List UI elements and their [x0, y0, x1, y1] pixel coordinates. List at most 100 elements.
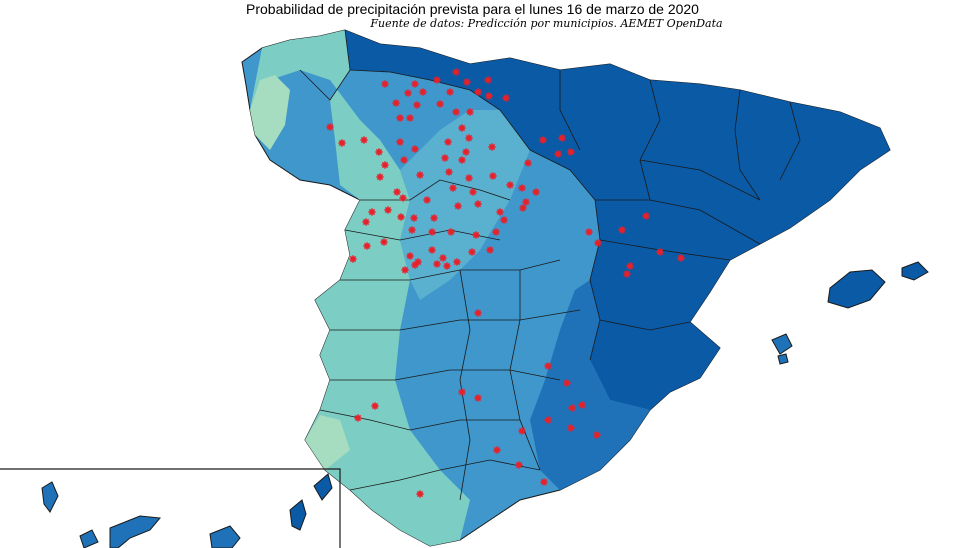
precipitation-marker	[468, 248, 476, 256]
precipitation-marker	[381, 80, 389, 88]
precipitation-marker	[375, 148, 383, 156]
precipitation-marker	[474, 309, 482, 317]
precipitation-marker	[384, 206, 392, 214]
precipitation-marker	[518, 184, 526, 192]
precipitation-marker	[463, 78, 471, 86]
precipitation-marker	[462, 148, 470, 156]
precipitation-marker	[354, 414, 362, 422]
precipitation-marker	[447, 228, 455, 236]
precipitation-marker	[436, 100, 444, 108]
precipitation-marker	[623, 270, 631, 278]
precipitation-marker	[413, 101, 421, 109]
precipitation-marker	[430, 214, 438, 222]
precipitation-marker	[474, 88, 482, 96]
precipitation-marker	[567, 424, 575, 432]
precipitation-marker	[360, 136, 368, 144]
precipitation-marker	[410, 214, 418, 222]
precipitation-marker	[406, 252, 414, 260]
precipitation-marker	[326, 123, 334, 131]
precipitation-marker	[444, 138, 452, 146]
precipitation-marker	[492, 228, 500, 236]
precipitation-marker	[406, 114, 414, 122]
precipitation-marker	[558, 134, 566, 142]
precipitation-marker	[381, 161, 389, 169]
precipitation-marker	[452, 108, 460, 116]
precipitation-marker	[393, 188, 401, 196]
precipitation-marker	[363, 242, 371, 250]
precipitation-marker	[465, 134, 473, 142]
precipitation-marker	[458, 156, 466, 164]
precipitation-marker	[338, 139, 346, 147]
precipitation-marker	[433, 260, 441, 268]
precipitation-marker	[567, 148, 575, 156]
precipitation-marker	[677, 254, 685, 262]
precipitation-marker	[411, 145, 419, 153]
precipitation-marker	[506, 181, 514, 189]
precipitation-marker	[656, 248, 664, 256]
precipitation-marker	[443, 262, 451, 270]
precipitation-marker	[446, 88, 454, 96]
precipitation-marker	[585, 228, 593, 236]
precipitation-marker	[626, 262, 634, 270]
precipitation-marker	[380, 238, 388, 246]
precipitation-marker	[474, 394, 482, 402]
precipitation-marker	[400, 156, 408, 164]
precipitation-marker	[458, 124, 466, 132]
precipitation-marker	[428, 228, 436, 236]
precipitation-marker	[522, 198, 530, 206]
precipitation-marker	[485, 92, 493, 100]
precipitation-marker	[397, 213, 405, 221]
precipitation-marker	[524, 159, 532, 167]
precipitation-marker	[593, 431, 601, 439]
balearic-islands	[771, 261, 929, 365]
precipitation-marker	[439, 254, 447, 262]
precipitation-marker	[458, 388, 466, 396]
precipitation-marker	[392, 99, 400, 107]
precipitation-marker	[618, 226, 626, 234]
precipitation-marker	[469, 188, 477, 196]
precipitation-marker	[453, 258, 461, 266]
precipitation-marker	[488, 143, 496, 151]
precipitation-marker	[486, 246, 494, 254]
precipitation-marker	[396, 138, 404, 146]
precipitation-marker	[594, 239, 602, 247]
precipitation-marker	[423, 196, 431, 204]
canary-islands-inset	[0, 468, 341, 548]
precipitation-marker	[454, 202, 462, 210]
precipitation-marker	[396, 114, 404, 122]
precipitation-marker	[371, 402, 379, 410]
precipitation-marker	[554, 150, 562, 158]
map-title: Probabilidad de precipitación prevista p…	[246, 1, 699, 17]
precipitation-marker	[368, 208, 376, 216]
precipitation-marker	[466, 108, 474, 116]
precipitation-marker	[484, 76, 492, 84]
high-probability-markers	[326, 68, 685, 498]
precipitation-marker	[411, 80, 419, 88]
precipitation-marker	[362, 218, 370, 226]
precipitation-marker	[515, 461, 523, 469]
precipitation-marker	[540, 478, 548, 486]
precipitation-marker	[532, 188, 540, 196]
precipitation-marker	[416, 171, 424, 179]
precipitation-marker	[568, 404, 576, 412]
precipitation-marker	[474, 200, 482, 208]
precipitation-marker	[489, 172, 497, 180]
precipitation-marker	[404, 89, 412, 97]
precipitation-marker	[449, 184, 457, 192]
precipitation-marker	[399, 194, 407, 202]
precipitation-marker	[563, 379, 571, 387]
precipitation-marker	[472, 231, 480, 239]
precipitation-marker	[518, 427, 526, 435]
precipitation-marker	[349, 255, 357, 263]
precipitation-marker	[496, 208, 504, 216]
precipitation-marker	[500, 216, 508, 224]
precipitation-marker	[544, 416, 552, 424]
precipitation-marker	[519, 204, 527, 212]
province-boundaries	[299, 29, 801, 501]
precipitation-marker	[411, 261, 419, 269]
precipitation-marker	[416, 490, 424, 498]
precipitation-marker	[544, 362, 552, 370]
precipitation-marker	[452, 68, 460, 76]
precipitation-marker	[441, 154, 449, 162]
precipitation-marker	[428, 246, 436, 254]
